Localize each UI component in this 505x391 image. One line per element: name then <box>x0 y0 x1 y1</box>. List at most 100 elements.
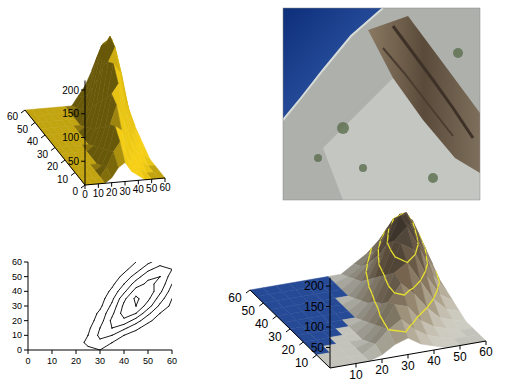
x-tick-label: 50 <box>453 350 467 364</box>
contour-line <box>110 321 112 328</box>
contour-line <box>98 335 100 339</box>
contour-line <box>126 291 133 298</box>
surface-cells <box>250 213 486 368</box>
y-axis <box>25 110 85 185</box>
ridge <box>393 26 473 138</box>
vegetation <box>428 173 438 183</box>
z-tick <box>326 306 330 307</box>
ridge <box>383 48 453 136</box>
y-tick <box>313 355 317 358</box>
contour-line <box>94 313 97 320</box>
z-tick-label: 150 <box>304 300 324 314</box>
x-tick-label: 60 <box>167 356 177 366</box>
contour-line <box>112 284 114 288</box>
y-tick <box>31 123 35 126</box>
y-tick-label: 10 <box>12 330 22 340</box>
contour-lines <box>84 262 172 350</box>
x-tick <box>28 350 29 354</box>
z-tick <box>81 113 85 114</box>
contour-line <box>102 299 105 306</box>
contour-line <box>131 273 136 277</box>
contour-line <box>375 302 378 309</box>
contour-line <box>169 284 172 291</box>
contour-line <box>117 299 120 306</box>
contour-line <box>124 277 131 284</box>
contour-line <box>84 343 88 347</box>
axes: 0102030405060010203040506050100150200 <box>7 81 171 201</box>
contour-line <box>103 313 106 320</box>
z-axis <box>85 81 86 186</box>
x-tick-label: 10 <box>349 368 363 382</box>
contour-line <box>110 317 112 321</box>
contour-line <box>406 326 410 332</box>
contour-line <box>114 306 117 313</box>
contour-line <box>124 313 136 318</box>
vegetation <box>453 48 463 58</box>
x-tick-label: 30 <box>95 356 105 366</box>
contour-line <box>136 296 139 298</box>
contour-line <box>437 283 439 288</box>
land <box>283 8 480 200</box>
z-tick <box>326 347 330 348</box>
contour-line <box>131 318 136 320</box>
y-tick <box>24 350 28 351</box>
contour-line <box>112 329 124 335</box>
y-tick-label: 60 <box>228 291 242 305</box>
contour-line <box>112 335 124 342</box>
contour-line <box>120 273 124 277</box>
contour-line <box>105 291 109 298</box>
satellite-image <box>283 8 480 200</box>
x-tick-label: 0 <box>82 189 88 200</box>
contour-line <box>121 306 123 313</box>
z-tick-label: 50 <box>311 341 325 355</box>
contour-line <box>152 266 160 270</box>
y-tick <box>24 276 28 277</box>
contour-line <box>150 291 154 298</box>
contour-line <box>136 269 141 273</box>
contour-line <box>97 310 100 314</box>
contour-line <box>369 287 372 294</box>
z-tick <box>326 286 330 287</box>
y-tick <box>299 342 303 345</box>
x-tick <box>76 350 77 354</box>
contour-line <box>114 291 119 298</box>
y-tick-label: 10 <box>295 356 309 370</box>
y-tick <box>41 135 45 138</box>
coastline <box>283 8 383 120</box>
contour-line <box>112 299 114 303</box>
x-tick-label: 10 <box>47 356 57 366</box>
contour-line <box>395 293 405 295</box>
y-tick-label: 50 <box>17 124 29 135</box>
contour-line <box>132 280 136 284</box>
contour-line <box>388 330 405 332</box>
y-tick <box>246 290 250 293</box>
contour-line <box>98 328 100 335</box>
contour-line <box>140 323 148 328</box>
y-tick-label: 0 <box>17 345 22 355</box>
y-tick <box>61 160 65 163</box>
draped-surface-plot: 10203040506010203040506050100150200 <box>228 213 493 382</box>
y-tick-label: 30 <box>268 330 282 344</box>
contour-line <box>110 302 112 306</box>
contour-line <box>121 313 124 318</box>
contour-line <box>134 296 136 298</box>
y-tick <box>286 329 290 332</box>
z-axis <box>330 278 331 368</box>
contour-line <box>144 301 148 306</box>
x-tick <box>124 350 125 354</box>
contour-line <box>378 309 380 316</box>
x-tick-label: 20 <box>375 363 389 377</box>
y-tick <box>24 306 28 307</box>
contour-line <box>141 264 148 270</box>
figure: 0102030405060010203040506050100150200010… <box>0 0 505 391</box>
y-tick-label: 40 <box>255 317 269 331</box>
contour-line <box>136 313 143 318</box>
contour-line <box>407 255 414 263</box>
contour-line <box>112 313 114 317</box>
y-tick <box>81 185 85 188</box>
y-tick <box>24 320 28 321</box>
contour-line <box>100 343 112 350</box>
contour-line <box>154 284 155 291</box>
contour-line <box>124 330 136 335</box>
contour-line <box>378 250 379 255</box>
